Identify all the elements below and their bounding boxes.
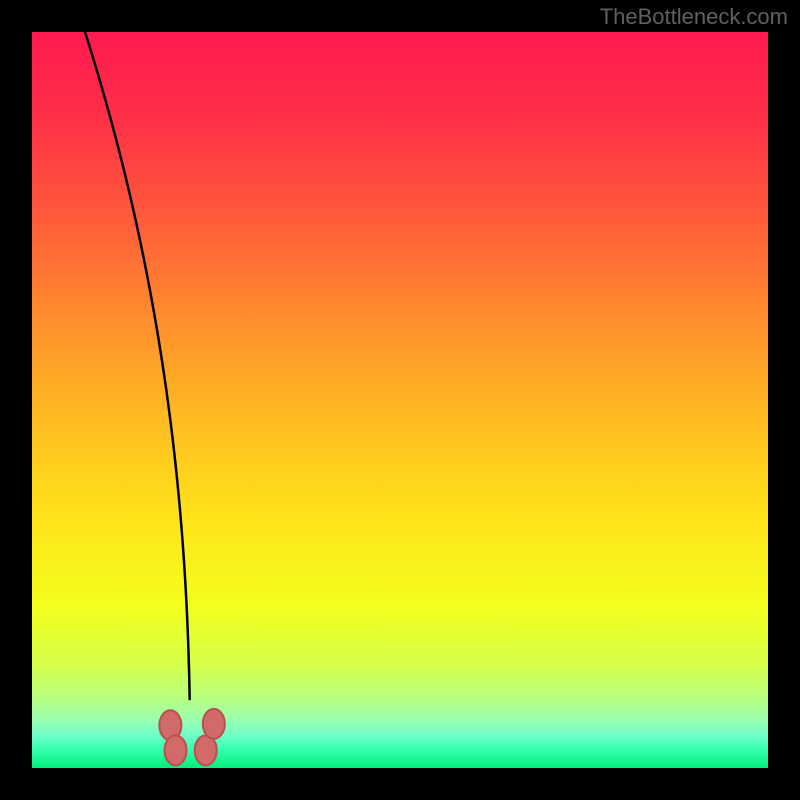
chart-container: TheBottleneck.com [0,0,800,800]
bottleneck-chart [0,0,800,800]
plot-background-gradient [32,32,768,768]
curve-marker-3 [203,709,225,739]
watermark-text: TheBottleneck.com [600,4,788,30]
curve-marker-1 [165,735,187,765]
curve-marker-2 [195,735,217,765]
